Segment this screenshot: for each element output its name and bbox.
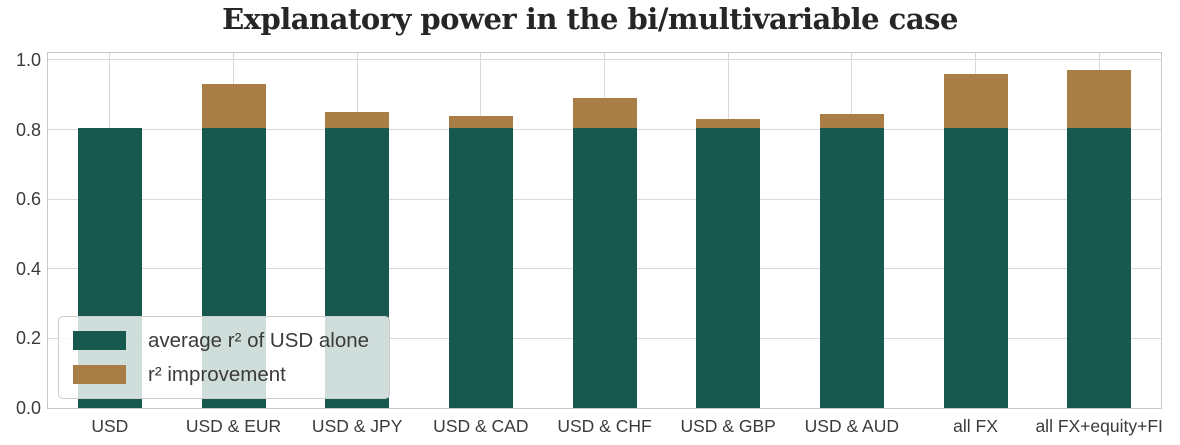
bar-all-fx-improvement <box>943 73 1008 128</box>
bar-all-fx-base <box>943 127 1008 408</box>
bar-all-fx-equity-fi-base <box>1067 127 1132 408</box>
bar-usd-chf-improvement <box>572 98 637 128</box>
x-tick-label-usd-chf: USD & CHF <box>557 416 652 436</box>
legend: average r² of USD alone r² improvement <box>58 316 390 399</box>
legend-swatch-improvement-icon <box>73 365 126 384</box>
x-tick-label-usd-eur: USD & EUR <box>185 416 282 436</box>
y-tick-label-0.4: 0.4 <box>15 258 41 279</box>
y-tick-label-0.0: 0.0 <box>15 398 41 418</box>
y-tick-label-0.2: 0.2 <box>15 328 41 349</box>
y-tick-label-0.6: 0.6 <box>15 189 41 210</box>
x-tick-label-usd-gbp: USD & GBP <box>680 416 776 436</box>
y-tick-label-0.8: 0.8 <box>15 119 41 140</box>
x-tick-label-all-fx: all FX <box>953 416 998 436</box>
x-tick-label-usd: USD <box>91 416 129 436</box>
bar-usd-jpy-improvement <box>325 112 390 128</box>
plot-area: average r² of USD alone r² improvement <box>47 52 1162 409</box>
bar-all-fx-equity-fi-improvement <box>1067 70 1132 128</box>
legend-swatch-usd-alone-icon <box>73 331 126 350</box>
bar-usd-cad-improvement <box>448 115 513 128</box>
bar-usd-eur-improvement <box>201 84 266 128</box>
bar-usd-aud-base <box>819 127 884 408</box>
x-tick-label-usd-cad: USD & CAD <box>433 416 529 436</box>
bar-usd-aud-improvement <box>819 113 884 128</box>
legend-label-improvement: r² improvement <box>148 362 286 386</box>
bar-usd-chf-base <box>572 127 637 408</box>
x-tick-label-usd-aud: USD & AUD <box>804 416 899 436</box>
legend-item-improvement: r² improvement <box>73 363 375 387</box>
bar-usd-gbp-improvement <box>696 119 761 128</box>
chart-title: Explanatory power in the bi/multivariabl… <box>222 2 958 36</box>
x-tick-label-all-fx-equity-fi: all FX+equity+FI <box>1035 416 1163 436</box>
x-tick-label-usd-jpy: USD & JPY <box>311 416 403 436</box>
bar-usd-gbp-base <box>696 127 761 408</box>
legend-item-usd-alone: average r² of USD alone <box>73 329 375 353</box>
y-tick-label-1.0: 1.0 <box>15 49 41 70</box>
legend-label-usd-alone: average r² of USD alone <box>148 328 370 352</box>
bar-usd-cad-base <box>448 127 513 408</box>
